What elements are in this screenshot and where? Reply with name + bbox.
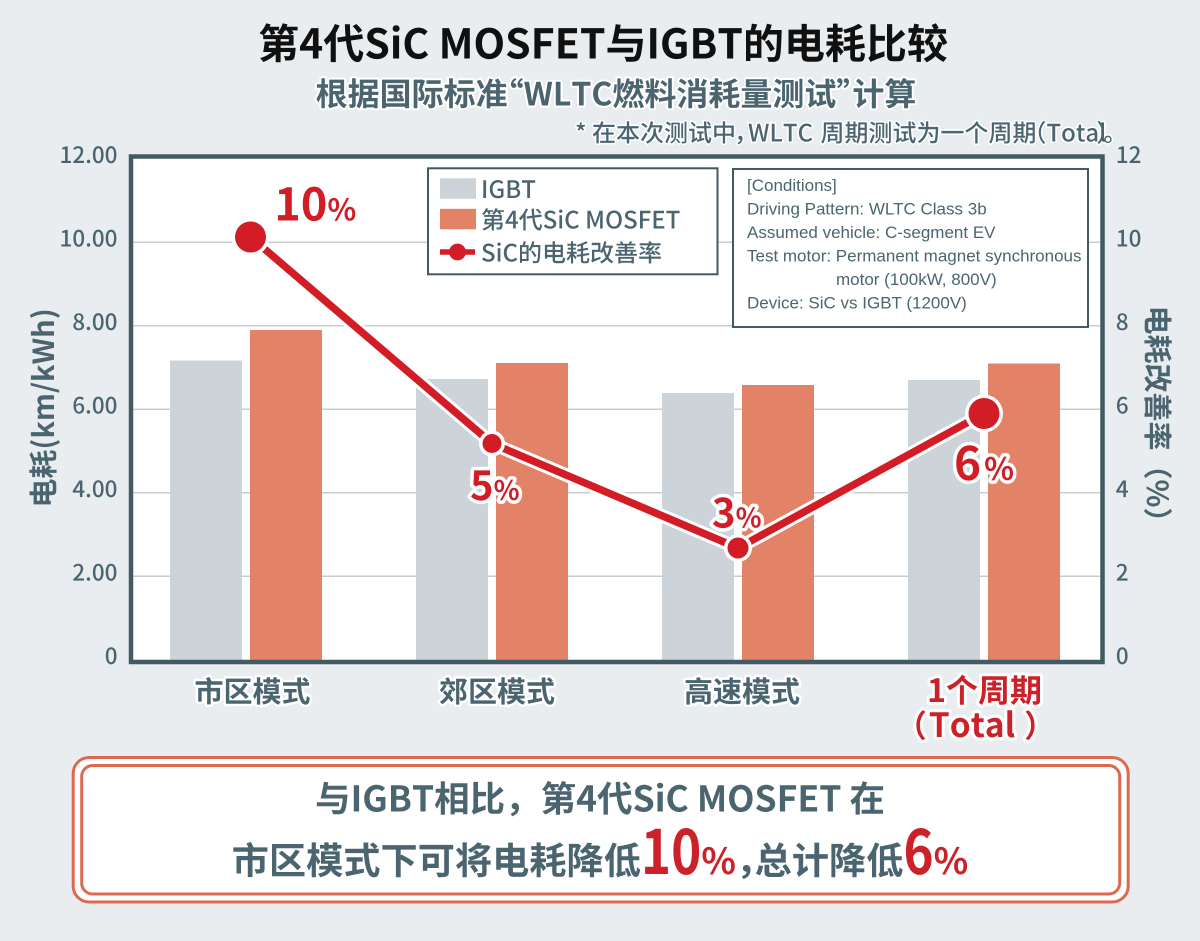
svg-text:Device: SiC vs IGBT (1200V): Device: SiC vs IGBT (1200V): [747, 294, 967, 313]
svg-text:motor (100kW, 800V): motor (100kW, 800V): [836, 270, 997, 289]
svg-text:Assumed vehicle: C-segment EV: Assumed vehicle: C-segment EV: [747, 223, 996, 242]
svg-text:Test motor: Permanent magnet s: Test motor: Permanent magnet synchronous: [747, 247, 1082, 266]
svg-text:[Conditions]: [Conditions]: [747, 176, 837, 195]
svg-text:Driving Pattern: WLTC Class 3b: Driving Pattern: WLTC Class 3b: [747, 200, 987, 219]
